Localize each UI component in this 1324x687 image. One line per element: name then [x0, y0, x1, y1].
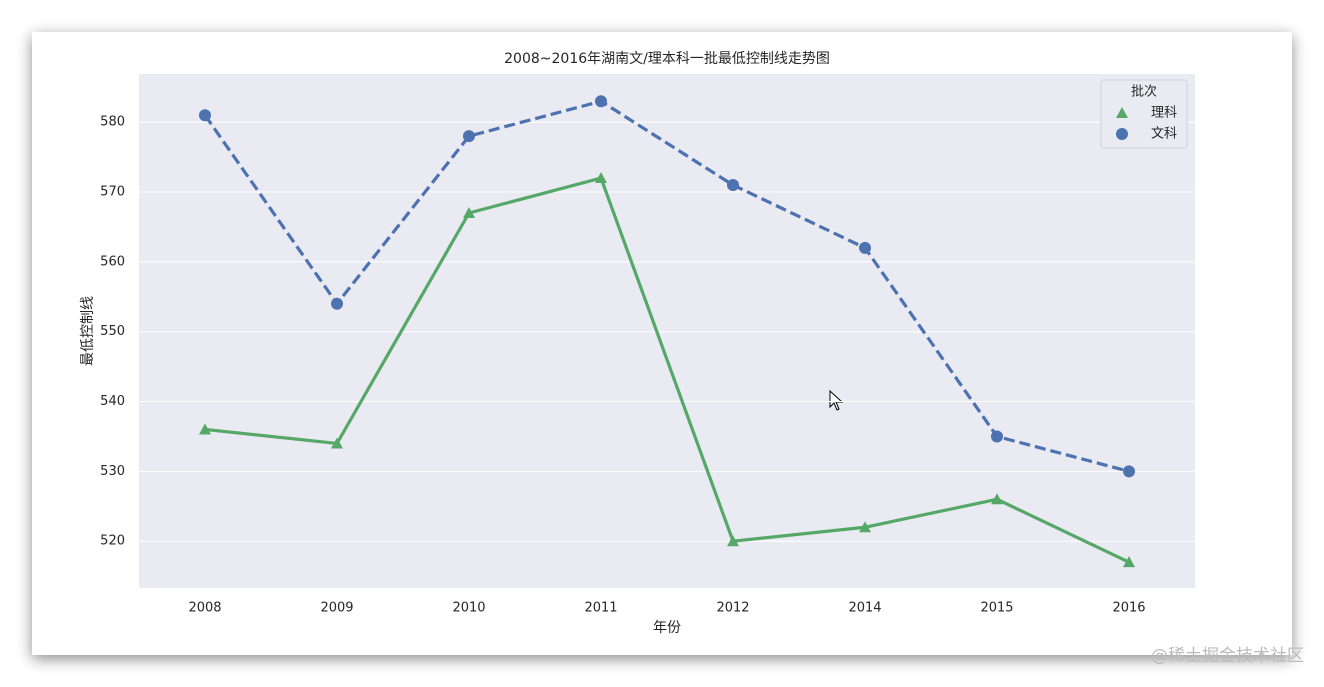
point [991, 493, 1003, 505]
x-tick-label: 2011 [584, 601, 617, 616]
point [595, 172, 607, 184]
point [199, 423, 211, 435]
point [595, 95, 607, 108]
point [991, 430, 1003, 443]
legend-marker [1116, 107, 1128, 118]
legend-label: 理科 [1151, 106, 1177, 121]
y-tick-label: 530 [100, 464, 125, 479]
chart-title: 2008~2016年湖南文/理本科一批最低控制线走势图 [504, 51, 830, 67]
x-tick-label: 2012 [716, 601, 749, 616]
x-tick-label: 2014 [848, 601, 881, 616]
point [1123, 556, 1135, 568]
point [1123, 465, 1135, 478]
y-tick-label: 540 [100, 394, 125, 409]
x-tick-label: 2008 [188, 601, 221, 616]
watermark: @稀土掘金技术社区 [1151, 646, 1304, 666]
x-tick-label: 2015 [980, 601, 1013, 616]
y-axis-label: 最低控制线 [80, 296, 96, 366]
plot-area [139, 74, 1195, 588]
point [727, 535, 739, 547]
point [859, 521, 871, 533]
y-tick-label: 550 [100, 324, 125, 339]
point [331, 297, 343, 310]
y-tick-label: 580 [100, 115, 125, 130]
x-tick-label: 2016 [1112, 601, 1145, 616]
legend-marker [1116, 128, 1128, 140]
x-tick-label: 2010 [452, 601, 485, 616]
x-tick-label: 2009 [320, 601, 353, 616]
legend-label: 文科 [1151, 127, 1177, 142]
point [463, 130, 475, 143]
point [463, 206, 475, 218]
series-line [203, 99, 1130, 473]
y-tick-label: 570 [100, 185, 125, 200]
y-tick-label: 520 [100, 534, 125, 549]
point [859, 241, 871, 254]
series-line [204, 176, 1130, 564]
point [727, 179, 739, 192]
x-axis-label: 年份 [653, 620, 681, 636]
y-tick-label: 560 [100, 254, 125, 269]
legend-title: 批次 [1131, 84, 1157, 100]
point [331, 437, 343, 449]
point [199, 109, 211, 122]
